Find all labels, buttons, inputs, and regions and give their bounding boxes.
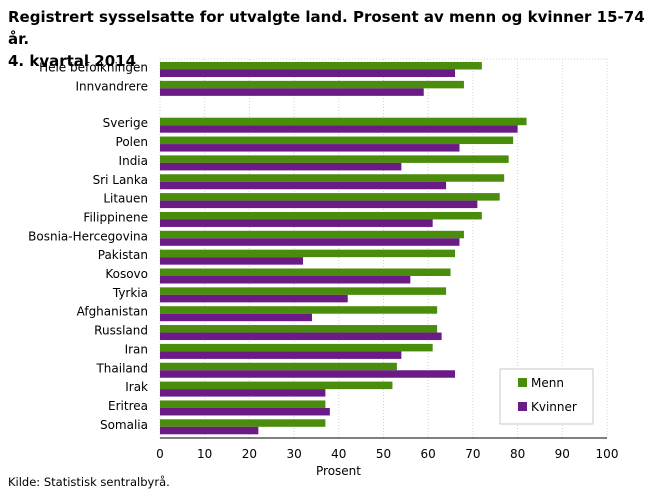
bar-kvinner-hele-befolkningen	[160, 69, 456, 77]
chart-title-line-1: Registrert sysselsatte for utvalgte land…	[8, 8, 645, 48]
bar-menn-eritrea	[160, 400, 326, 408]
bar-kvinner-irak	[160, 389, 326, 397]
legend-swatch-menn	[518, 378, 527, 387]
category-label: Sverige	[103, 116, 148, 130]
x-axis-title: Prosent	[316, 464, 361, 478]
bar-kvinner-somalia	[160, 426, 259, 435]
bar-kvinner-india	[160, 162, 402, 171]
category-label: Eritrea	[108, 399, 148, 413]
x-tick-label: 10	[197, 447, 212, 461]
category-labels: Hele befolkningen Innvandrere Sverige Polen…	[28, 61, 148, 432]
bar-kvinner-innvandrere	[160, 88, 424, 96]
bar-kvinner-afghanistan	[160, 313, 312, 322]
category-label: Hele befolkningen	[39, 61, 148, 75]
bar-kvinner-pakistan	[160, 257, 304, 265]
bar-menn-pakistan	[160, 249, 456, 258]
source-note: Kilde: Statistisk sentralbyrå.	[8, 475, 170, 489]
bar-kvinner-sri-lanka	[160, 181, 447, 190]
x-tick-label: 40	[331, 447, 346, 461]
x-tick-label: 90	[555, 447, 570, 461]
bar-kvinner-thailand	[160, 370, 456, 378]
category-label: India	[119, 154, 148, 168]
x-tick-label: 50	[376, 447, 391, 461]
category-label: Russland	[94, 324, 148, 338]
x-tick-label: 20	[242, 447, 257, 461]
category-label: Polen	[116, 135, 148, 149]
bar-menn-afghanistan	[160, 306, 438, 314]
bar-kvinner-iran	[160, 351, 402, 359]
chart-title-line-2: 4. kvartal 2014	[8, 52, 137, 70]
chart-title: Registrert sysselsatte for utvalgte land…	[8, 6, 648, 72]
category-label: Irak	[125, 380, 148, 394]
x-tick-label: 60	[421, 447, 436, 461]
bar-kvinner-russland	[160, 332, 442, 341]
bar-menn-bosnia-hercegovina	[160, 230, 464, 239]
x-tick-label: 30	[286, 447, 301, 461]
category-label: Thailand	[95, 361, 148, 375]
bars	[160, 62, 527, 435]
bar-menn-litauen	[160, 193, 500, 201]
category-label: Kosovo	[105, 267, 148, 281]
bar-kvinner-sverige	[160, 125, 518, 133]
category-label: Afghanistan	[77, 305, 148, 319]
bar-kvinner-eritrea	[160, 407, 330, 416]
bar-menn-filippinene	[160, 211, 482, 220]
legend-box	[499, 368, 594, 425]
bar-menn-russland	[160, 325, 438, 333]
category-label: Somalia	[100, 418, 148, 432]
legend-label-menn: Menn	[531, 376, 564, 390]
bar-menn-sri-lanka	[160, 174, 505, 182]
bar-kvinner-bosnia-hercegovina	[160, 238, 460, 246]
category-label: Tyrkia	[112, 286, 148, 300]
bar-menn-polen	[160, 136, 514, 145]
x-tick-label: 70	[465, 447, 480, 461]
category-label: Bosnia-Hercegovina	[28, 229, 148, 243]
bar-menn-irak	[160, 381, 393, 390]
category-label: Filippinene	[83, 210, 148, 224]
bar-menn-hele-befolkningen	[160, 62, 482, 70]
category-label: Litauen	[103, 192, 148, 206]
bar-menn-kosovo	[160, 268, 451, 276]
category-label: Pakistan	[98, 248, 148, 262]
category-label: Iran	[125, 342, 148, 356]
bar-kvinner-polen	[160, 144, 460, 152]
x-tick-label: 0	[156, 447, 164, 461]
x-tick-label: 100	[596, 447, 619, 461]
bar-menn-thailand	[160, 362, 397, 371]
bar-kvinner-filippinene	[160, 219, 433, 227]
legend: Menn Kvinner	[499, 368, 594, 425]
bar-menn-iran	[160, 343, 433, 352]
bar-menn-sverige	[160, 117, 527, 126]
bar-menn-tyrkia	[160, 287, 447, 295]
bar-kvinner-kosovo	[160, 276, 411, 284]
x-axis-tick-labels: 0 10 20 30 40 50 60 70 80 90 100	[156, 447, 618, 461]
category-label: Innvandrere	[75, 79, 148, 93]
bar-menn-india	[160, 155, 509, 163]
bar-kvinner-tyrkia	[160, 294, 348, 303]
legend-swatch-kvinner	[518, 402, 527, 411]
x-tick-label: 80	[510, 447, 525, 461]
bar-kvinner-litauen	[160, 200, 478, 209]
bar-menn-innvandrere	[160, 80, 464, 89]
bar-menn-somalia	[160, 419, 326, 427]
category-label: Sri Lanka	[93, 173, 148, 187]
legend-label-kvinner: Kvinner	[531, 400, 577, 414]
